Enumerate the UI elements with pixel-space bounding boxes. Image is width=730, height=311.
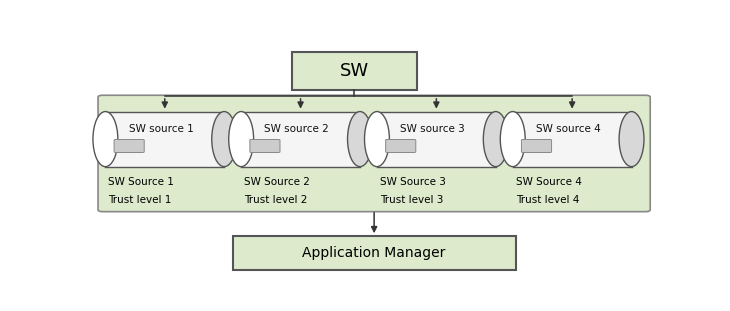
Bar: [241, 112, 360, 167]
Ellipse shape: [347, 112, 372, 167]
Ellipse shape: [228, 112, 253, 167]
Text: Trust level 4: Trust level 4: [515, 195, 579, 205]
Text: SW source 2: SW source 2: [264, 124, 329, 134]
FancyBboxPatch shape: [521, 139, 552, 152]
Ellipse shape: [93, 112, 118, 167]
Text: SW Source 4: SW Source 4: [515, 177, 581, 187]
Text: SW Source 3: SW Source 3: [380, 177, 445, 187]
Ellipse shape: [619, 112, 644, 167]
Text: Trust level 3: Trust level 3: [380, 195, 443, 205]
Text: Trust level 2: Trust level 2: [244, 195, 307, 205]
FancyBboxPatch shape: [292, 52, 417, 90]
Text: SW source 4: SW source 4: [536, 124, 601, 134]
Text: SW source 1: SW source 1: [128, 124, 193, 134]
Ellipse shape: [483, 112, 508, 167]
Bar: [105, 112, 224, 167]
Text: SW: SW: [339, 62, 369, 80]
FancyBboxPatch shape: [98, 95, 650, 212]
FancyBboxPatch shape: [250, 139, 280, 152]
FancyBboxPatch shape: [114, 139, 145, 152]
Text: SW source 3: SW source 3: [400, 124, 465, 134]
FancyBboxPatch shape: [233, 236, 515, 270]
Text: Application Manager: Application Manager: [302, 246, 446, 260]
Text: SW Source 1: SW Source 1: [108, 177, 174, 187]
Bar: [512, 112, 631, 167]
Ellipse shape: [500, 112, 525, 167]
FancyBboxPatch shape: [385, 139, 416, 152]
Ellipse shape: [212, 112, 237, 167]
Text: Trust level 1: Trust level 1: [108, 195, 172, 205]
Ellipse shape: [364, 112, 389, 167]
Bar: [377, 112, 496, 167]
Text: SW Source 2: SW Source 2: [244, 177, 310, 187]
